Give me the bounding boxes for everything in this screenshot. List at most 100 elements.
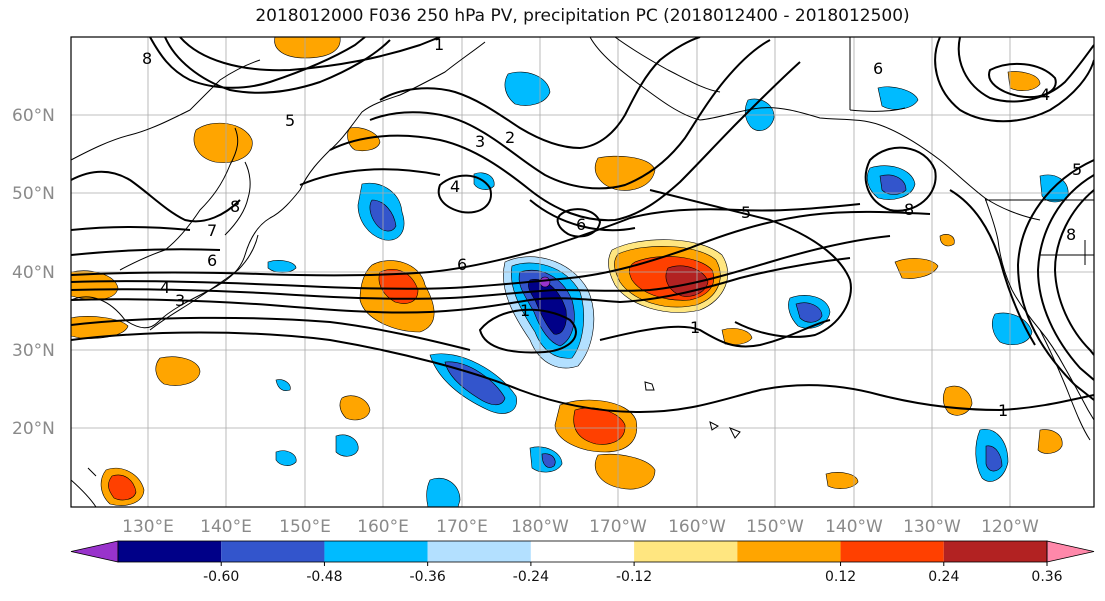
colorbar-tick-label: 0.12 — [825, 569, 856, 585]
pv-contour-1-closed — [479, 308, 577, 354]
lon-label: 160°W — [668, 517, 726, 537]
contour-label: 7 — [207, 221, 217, 240]
colorbar: -0.60-0.48-0.36-0.24-0.120.120.240.360.4… — [70, 540, 1095, 585]
colorbar-extend-low — [70, 540, 119, 563]
colorbar-tick-label: -0.36 — [410, 569, 446, 585]
lon-label: 150°W — [746, 517, 804, 537]
precip-negative-region — [985, 445, 1003, 472]
pv-contour-1 — [71, 331, 1094, 413]
lon-label: 170°E — [436, 517, 488, 537]
pv-contour-east-2 — [957, 37, 1094, 103]
map-frame — [70, 36, 1095, 508]
precip-positive-region — [825, 472, 859, 489]
colorbar-segment — [324, 541, 428, 562]
colorbar-tick-label: -0.60 — [203, 569, 239, 585]
lon-label: 140°E — [200, 517, 252, 537]
contour-label: 6 — [207, 251, 217, 270]
pv-contour-1-north — [179, 37, 441, 72]
contour-label: 5 — [1072, 160, 1082, 179]
colorbar-segment — [943, 541, 1047, 562]
pv-contour-west-trough-4 — [949, 189, 1036, 346]
contour-label: 3 — [475, 132, 485, 151]
lon-label: 180°W — [511, 517, 569, 537]
contour-label: 8 — [230, 197, 240, 216]
contour-label: 2 — [505, 128, 515, 147]
pv-contour-4 — [71, 235, 891, 300]
contour-label: 4 — [450, 177, 460, 196]
pv-contour-trough-4 — [299, 168, 636, 232]
contour-label: 5 — [741, 203, 751, 222]
contour-label: 1 — [434, 35, 444, 54]
contour-label: 8 — [1066, 225, 1076, 244]
precip-negative-region — [275, 450, 297, 466]
precip-positive-region — [939, 234, 955, 247]
precip-positive-region — [155, 356, 201, 386]
pv-contour-ridge-2 — [164, 37, 391, 94]
lat-label: 20°N — [12, 419, 55, 439]
colorbar-tick-label: -0.48 — [306, 569, 342, 585]
contour-label: 6 — [873, 59, 883, 78]
pv-contour-closed-4 — [437, 174, 492, 214]
pv-contour-east-1 — [934, 37, 1094, 123]
lon-label: 170°W — [589, 517, 647, 537]
contour-label: 4 — [1040, 85, 1050, 104]
longitude-labels: 130°E 140°E 150°E 160°E 170°E 180°W 170°… — [122, 517, 1039, 537]
contour-label: 6 — [576, 215, 586, 234]
precip-negative-region — [795, 302, 823, 323]
coastline-japan — [149, 161, 259, 331]
contour-label: 3 — [175, 291, 185, 310]
map-title: 2018012000 F036 250 hPa PV, precipitatio… — [255, 6, 910, 26]
lat-label: 30°N — [12, 341, 55, 361]
colorbar-tick-label: 0.36 — [1031, 569, 1062, 585]
colorbar-segment — [118, 541, 222, 562]
precip-positive-region — [1007, 71, 1041, 91]
colorbar-tick-label: 0.24 — [928, 569, 959, 585]
contour-label: 1 — [520, 301, 530, 320]
contour-label: 1 — [690, 318, 700, 337]
precip-negative-region — [426, 478, 461, 507]
precip-negative-region — [444, 361, 506, 406]
pv-contour-midpacific-ridge — [649, 189, 852, 338]
lat-label: 40°N — [12, 263, 55, 283]
pv-contour-west-trough-2 — [1037, 174, 1094, 381]
pv-contour-7 — [71, 226, 221, 256]
border-canada-us — [985, 199, 1094, 265]
contour-label: 8 — [142, 49, 152, 68]
precip-positive-region — [594, 155, 656, 191]
precip-negative-region — [275, 379, 291, 391]
lon-label: 140°W — [825, 517, 883, 537]
pv-contour-closed-8 — [864, 146, 937, 212]
colorbar-segment — [737, 541, 841, 562]
precip-negative-region — [877, 86, 919, 110]
pv-contour-east-3 — [988, 62, 1057, 98]
lon-label: 150°E — [279, 517, 331, 537]
pv-contour-3 — [71, 257, 851, 314]
colorbar-frame — [117, 540, 1048, 563]
pv-contour-closed-6 — [556, 208, 601, 238]
latitude-labels: 60°N 50°N 40°N 30°N 20°N — [12, 106, 55, 439]
precip-positive-region — [594, 454, 656, 490]
pv-contour-2 — [71, 316, 831, 351]
precip-negative-region — [504, 71, 551, 106]
coastline-baja — [1039, 329, 1091, 441]
precip-positive-region — [894, 258, 939, 279]
coastline-hawaii — [644, 381, 741, 439]
precip-negative-region — [335, 434, 359, 457]
precip-positive-region — [193, 122, 253, 163]
colorbar-segment — [840, 541, 944, 562]
precip-positive-region — [1037, 429, 1063, 454]
pv-contour-trough-2 — [369, 39, 771, 190]
precip-positive-region — [108, 474, 137, 501]
contour-label: 4 — [160, 278, 170, 297]
pv-contour-west-trough-3 — [1017, 159, 1094, 401]
precip-negative-region — [528, 279, 567, 335]
pv-contours — [71, 37, 1094, 413]
contour-labels: 1 2 3 4 5 6 1 3 4 5 6 8 6 8 7 8 1 1 6 8 … — [142, 35, 1082, 420]
pv-contour-8-west — [71, 170, 241, 223]
coastline-islands-south — [71, 467, 97, 507]
coastline-alaska-north — [614, 37, 906, 112]
colorbar-segment — [427, 541, 531, 562]
graticule — [71, 37, 1094, 507]
lon-label: 130°W — [903, 517, 961, 537]
